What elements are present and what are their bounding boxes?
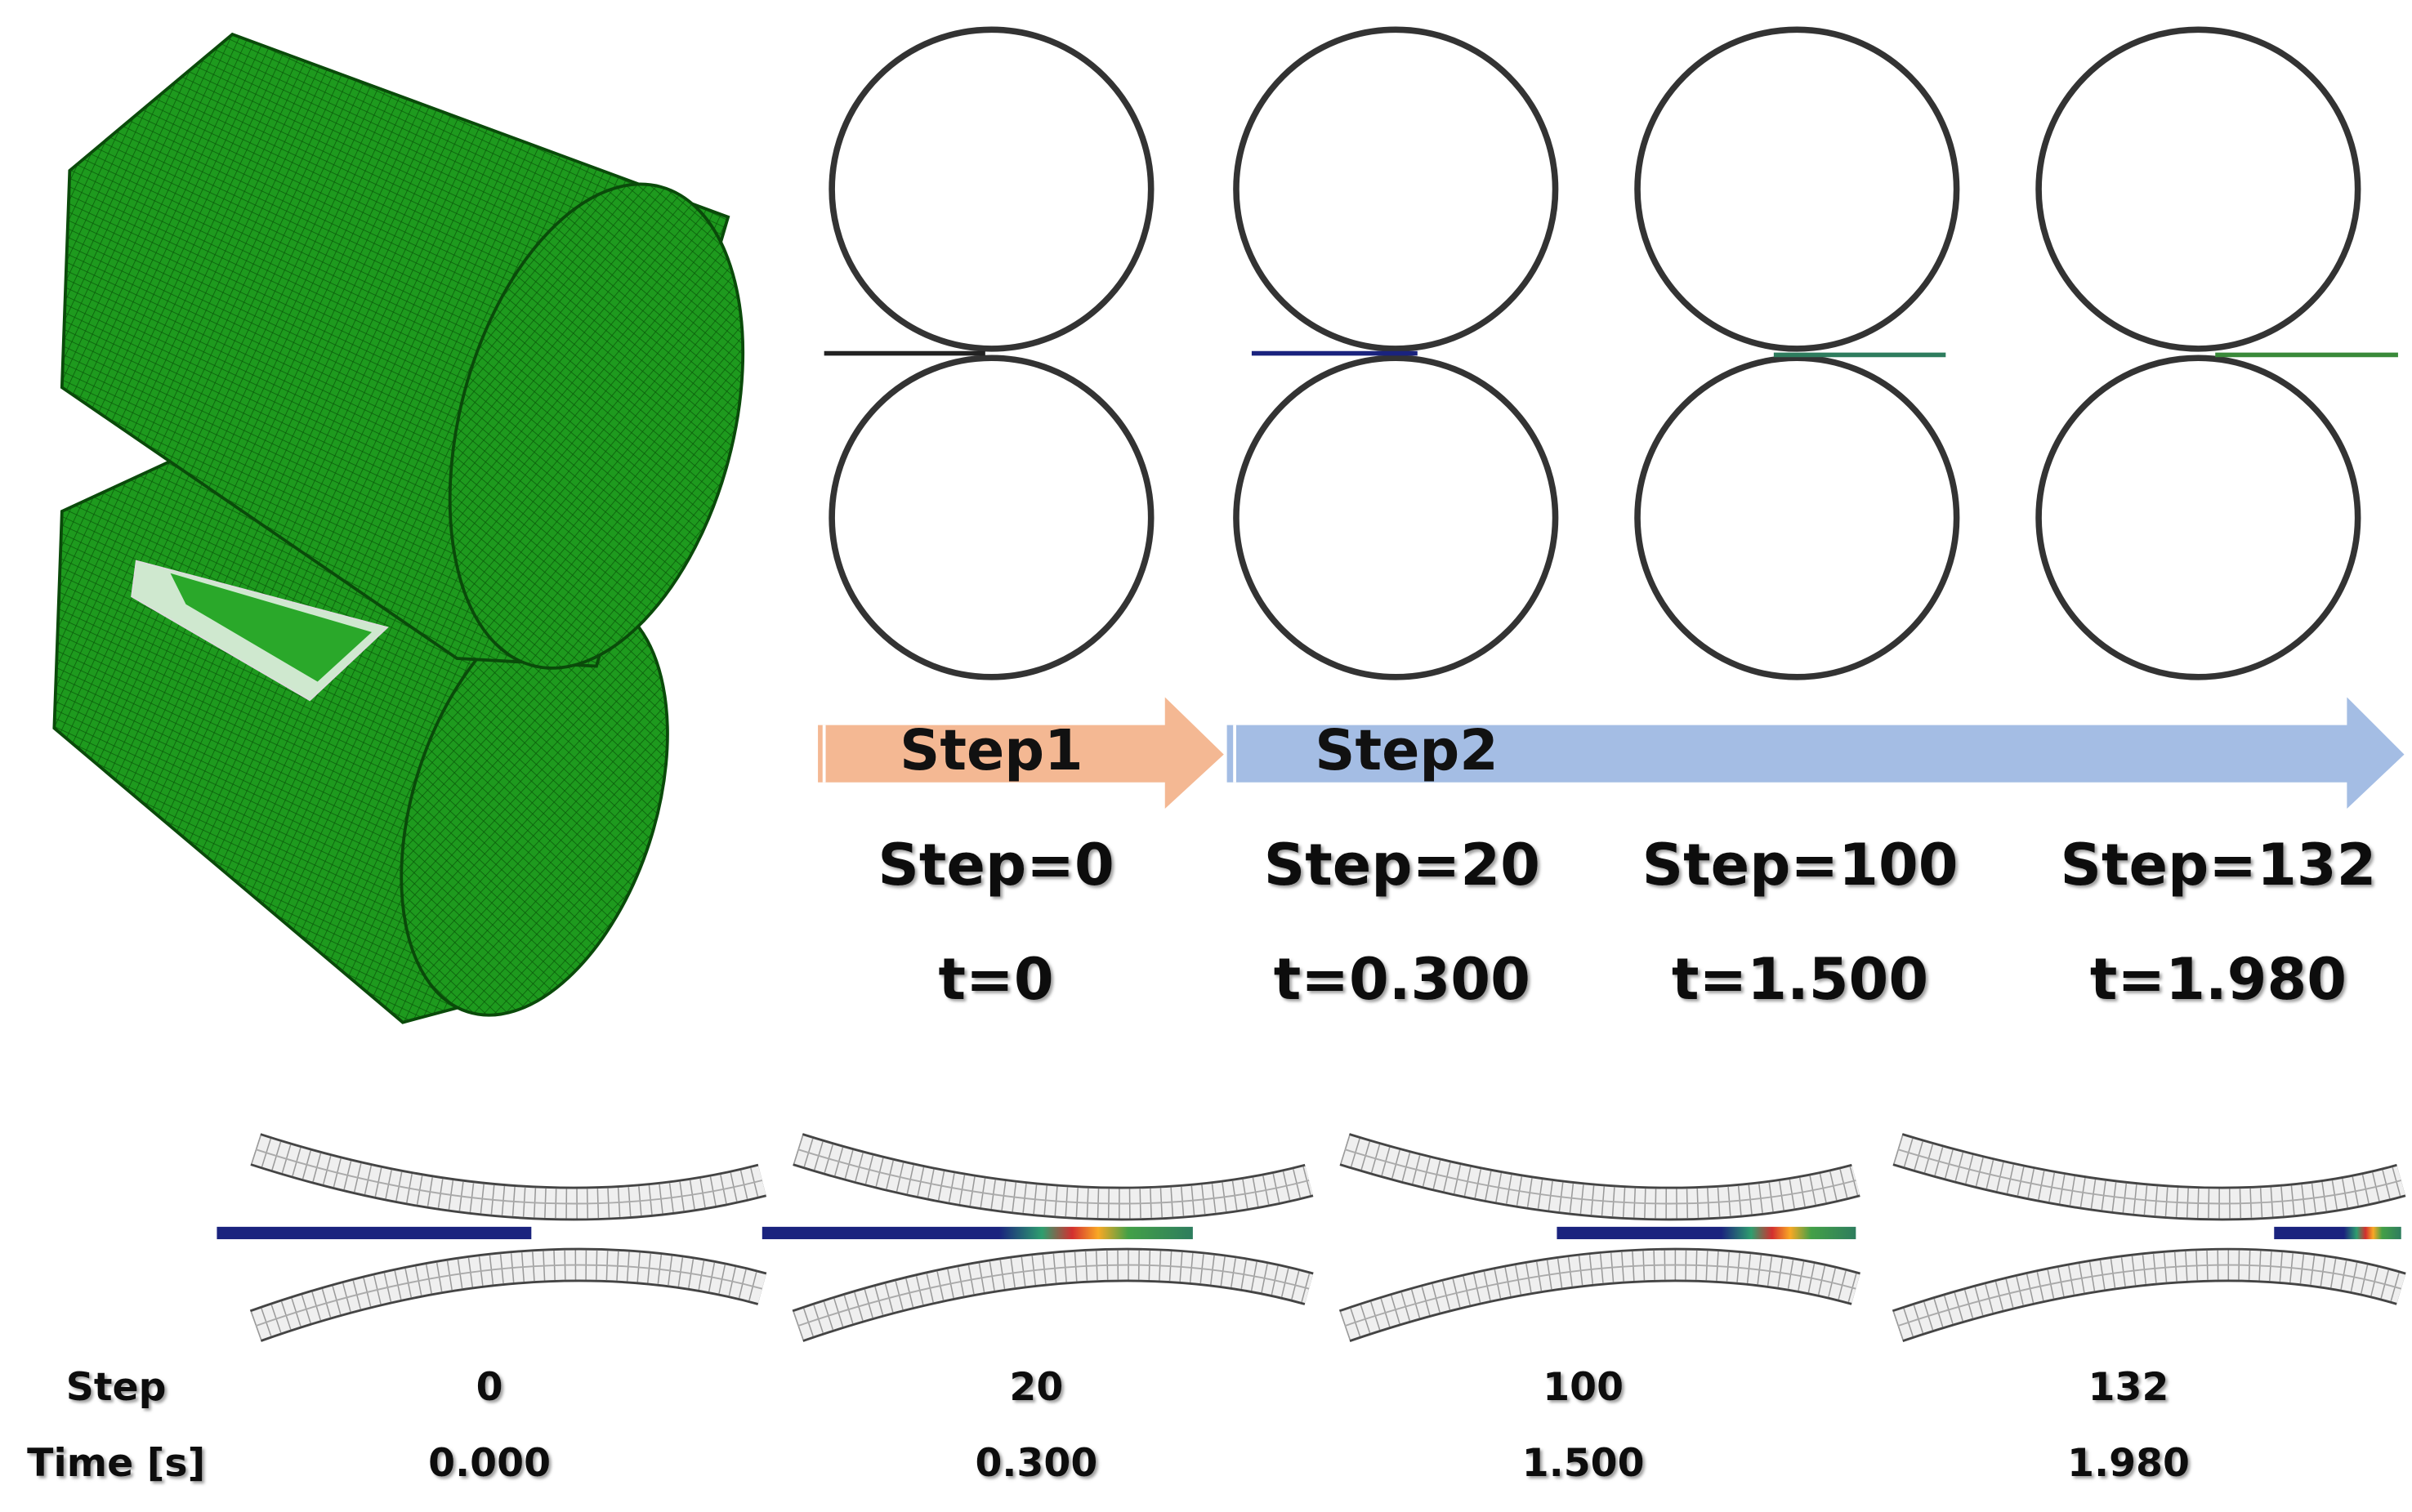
step-label: Step=132 bbox=[2060, 832, 2376, 899]
strip bbox=[217, 1226, 532, 1240]
mesh-lines bbox=[797, 1264, 1310, 1327]
phase-arrows: Step1 Step2 bbox=[818, 697, 2405, 809]
mesh-lines bbox=[1344, 1264, 1856, 1327]
time-cell: 0.000 bbox=[428, 1441, 551, 1486]
step-label: Step=100 bbox=[1642, 832, 1959, 899]
mesh-lines bbox=[255, 1148, 763, 1205]
roll-band bbox=[793, 1250, 1313, 1340]
time-cell: 0.300 bbox=[975, 1441, 1097, 1486]
step-cell: 20 bbox=[1009, 1365, 1063, 1410]
mesh-panels bbox=[217, 1133, 2406, 1342]
strip bbox=[2274, 1226, 2401, 1240]
mesh-lines bbox=[255, 1264, 763, 1327]
time-label: t=0.300 bbox=[1274, 946, 1530, 1013]
time-cell: 1.500 bbox=[1522, 1441, 1645, 1486]
strip bbox=[1557, 1226, 1856, 1240]
mesh-lines bbox=[1897, 1148, 2401, 1205]
time-label: t=1.500 bbox=[1672, 946, 1928, 1013]
step-label: Step=20 bbox=[1264, 832, 1540, 899]
mesh-lines bbox=[1897, 1264, 2401, 1327]
roll-band bbox=[1892, 1250, 2405, 1340]
time-label: t=1.980 bbox=[2090, 946, 2347, 1013]
step-cell: 100 bbox=[1543, 1365, 1624, 1410]
step-label: Step=0 bbox=[878, 832, 1114, 899]
strips bbox=[824, 350, 2398, 358]
roller-model bbox=[52, 32, 745, 1024]
roll-band bbox=[250, 1250, 766, 1340]
row-header: Step bbox=[66, 1365, 167, 1410]
roll-circles bbox=[829, 26, 2361, 680]
row-header: Time [s] bbox=[27, 1441, 205, 1486]
phase-label: Step2 bbox=[1315, 719, 1498, 783]
strip bbox=[762, 1226, 1193, 1240]
time-label: t=0 bbox=[939, 946, 1054, 1013]
roll-band bbox=[1893, 1135, 2405, 1219]
roll-band bbox=[1339, 1250, 1860, 1340]
step-cell: 132 bbox=[2088, 1365, 2169, 1410]
phase-label: Step1 bbox=[900, 719, 1083, 783]
step-cell: 0 bbox=[476, 1365, 503, 1410]
time-cell: 1.980 bbox=[2067, 1441, 2190, 1486]
result-table: Step Time [s] 0 20 100 132 0.000 0.300 1… bbox=[27, 1365, 2190, 1486]
mesh-lines bbox=[1344, 1148, 1856, 1205]
mesh-lines bbox=[797, 1148, 1310, 1205]
snapshot-labels: Step=0 Step=20 Step=100 Step=132 t=0 t=0… bbox=[878, 832, 2376, 1013]
